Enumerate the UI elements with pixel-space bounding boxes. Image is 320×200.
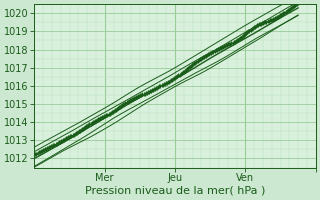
X-axis label: Pression niveau de la mer( hPa ): Pression niveau de la mer( hPa ) xyxy=(85,186,265,196)
